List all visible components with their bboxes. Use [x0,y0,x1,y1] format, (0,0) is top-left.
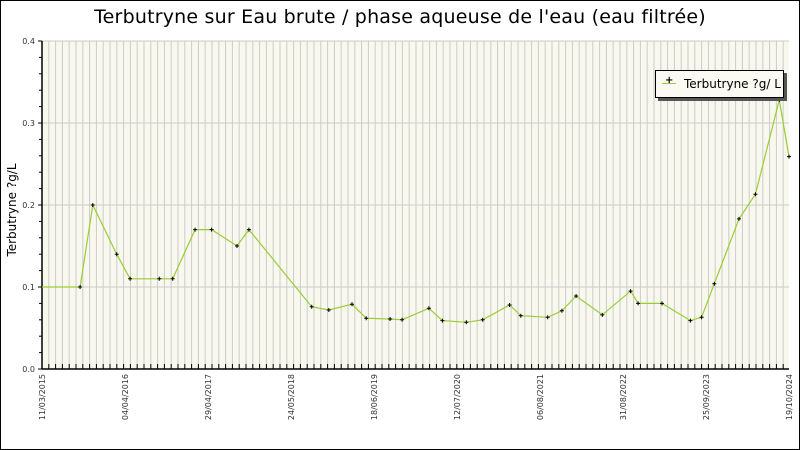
data-point-marker [737,216,741,221]
data-point-marker [440,318,445,323]
y-tick-label: 0.3 [22,119,35,128]
legend: Terbutryne ?g/ L [655,70,784,98]
data-point-marker [209,227,214,232]
legend-line-marker-icon [662,75,676,90]
x-tick-label: 06/08/2021 [536,374,545,420]
data-point-marker [699,315,704,320]
x-tick-label: 04/04/2016 [121,374,130,420]
data-point-marker [235,244,239,248]
data-point-marker [78,285,83,289]
data-point-marker [507,303,512,307]
y-tick-label: 0.0 [22,365,35,374]
x-tick-label: 19/10/2024 [785,374,794,420]
x-tick-label: 31/08/2022 [619,374,628,420]
data-point-marker [559,308,564,313]
data-point-marker [364,316,369,321]
data-point-marker [600,312,605,317]
legend-label: Terbutryne ?g/ L [684,77,781,91]
data-point-marker [350,302,354,307]
x-tick-label: 25/09/2023 [702,374,711,420]
y-axis-label: Terbutryne ?g/L [5,163,19,257]
chart-title: Terbutryne sur Eau brute / phase aqueuse… [94,6,706,28]
data-point-marker [636,301,641,306]
data-point-marker [777,98,782,102]
data-point-marker [712,281,717,286]
x-tick-label: 12/07/2020 [453,374,462,420]
data-point-marker [246,227,251,232]
data-point-marker [326,308,331,312]
y-tick-label: 0.4 [22,37,35,46]
data-point-marker [787,154,791,159]
data-point-marker [128,276,133,281]
data-point-marker [574,294,579,298]
data-point-marker [480,317,485,322]
data-point-marker [114,252,119,257]
x-tick-label: 11/03/2015 [38,374,47,420]
data-point-marker [753,192,758,197]
x-tick-label: 29/04/2017 [204,374,213,420]
x-tick-label: 24/05/2018 [287,374,296,420]
data-point-marker [90,203,95,207]
data-point-marker [518,313,523,318]
data-point-marker [628,289,633,294]
y-tick-label: 0.2 [22,201,35,210]
data-point-marker [400,317,405,322]
data-point-marker [464,320,469,325]
data-point-marker [309,304,314,309]
data-point-marker [688,318,693,323]
data-point-marker [157,276,162,281]
y-tick-label: 0.1 [22,283,35,292]
data-point-marker [545,315,550,320]
data-point-marker [193,227,198,232]
data-point-marker [426,306,431,311]
x-tick-label: 18/06/2019 [370,374,379,420]
data-point-marker [388,317,393,321]
data-point-marker [170,276,175,281]
data-point-marker [660,301,664,306]
